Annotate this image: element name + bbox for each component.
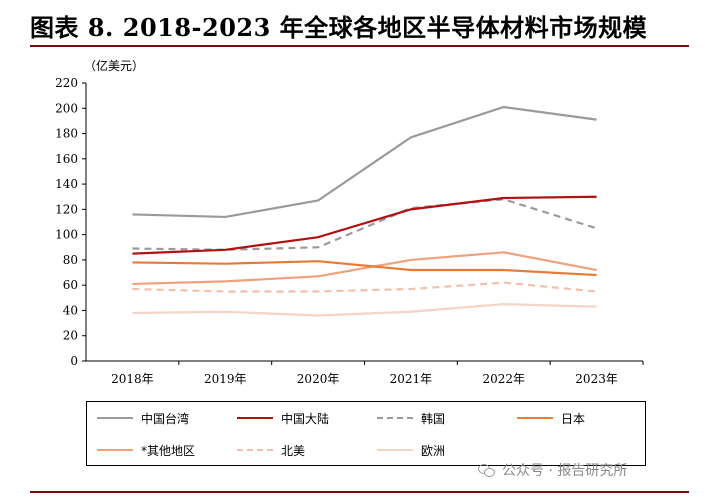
series-line-中国大陆 [132, 195, 597, 255]
legend-item: 日本 [517, 408, 585, 428]
legend-label: 中国大陆 [281, 411, 330, 426]
legend-label: 北美 [281, 443, 306, 458]
chart-svg: （亿美元） 0 20 40 60 80 100 120 140 160 180 200 220 2018… [55, 58, 644, 386]
series-line-*其他地区 [132, 251, 597, 286]
y-tick-label: 180 [55, 127, 78, 141]
wechat-icon [478, 463, 496, 477]
legend-item: 中国大陆 [237, 408, 329, 428]
bottom-rule [30, 491, 689, 493]
y-tick-label: 80 [63, 253, 78, 267]
chart-series [132, 105, 597, 317]
legend-swatch [377, 449, 413, 451]
legend-swatch [237, 417, 273, 419]
y-tick-label: 60 [63, 278, 78, 292]
legend-item: 中国台湾 [97, 408, 189, 428]
y-tick-label: 200 [55, 101, 78, 115]
legend-swatch [97, 449, 133, 451]
x-tick-label: 2022年 [482, 372, 525, 386]
chart-axes: 0 20 40 60 80 100 120 140 160 180 200 220 2018年 2019年… [55, 76, 644, 386]
y-tick-label: 40 [63, 303, 78, 317]
series-line-北美 [132, 281, 597, 293]
legend-item: 北美 [237, 440, 305, 460]
legend-swatch [97, 417, 133, 419]
legend-label: 欧洲 [421, 443, 446, 458]
x-tick-label: 2019年 [204, 372, 247, 386]
legend-swatch [237, 449, 273, 451]
y-tick-label: 0 [70, 354, 78, 368]
legend-swatch [517, 417, 553, 419]
legend-item: *其他地区 [97, 440, 195, 460]
legend-label: 日本 [561, 411, 586, 426]
y-tick-label: 140 [55, 177, 78, 191]
y-tick-label: 20 [63, 329, 78, 343]
legend-label: 中国台湾 [141, 411, 190, 426]
legend-item: 欧洲 [377, 440, 445, 460]
x-tick-label: 2020年 [297, 372, 340, 386]
series-line-中国台湾 [132, 105, 597, 219]
y-tick-label: 160 [55, 152, 78, 166]
chart-legend: 中国台湾 中国大陆 韩国 日本 *其他地区 北美 欧洲 [86, 401, 646, 466]
series-line-欧洲 [132, 303, 597, 317]
watermark: 公众号 · 报告研究所 [478, 460, 627, 480]
legend-swatch [377, 417, 413, 419]
y-tick-label: 220 [55, 76, 78, 90]
series-line-日本 [132, 260, 597, 277]
legend-label: 韩国 [421, 411, 446, 426]
legend-item: 韩国 [377, 408, 445, 428]
y-unit-label: （亿美元） [84, 58, 144, 73]
chart-title: 图表 8. 2018-2023 年全球各地区半导体材料市场规模 [30, 13, 648, 42]
x-tick-label: 2018年 [111, 372, 154, 386]
y-tick-label: 120 [55, 202, 78, 216]
title-rule [30, 45, 689, 47]
x-tick-label: 2023年 [575, 372, 618, 386]
series-line-韩国 [132, 198, 597, 251]
legend-label: *其他地区 [141, 443, 196, 458]
x-tick-label: 2021年 [390, 372, 433, 386]
y-tick-label: 100 [55, 228, 78, 242]
watermark-text: 公众号 · 报告研究所 [502, 463, 628, 479]
